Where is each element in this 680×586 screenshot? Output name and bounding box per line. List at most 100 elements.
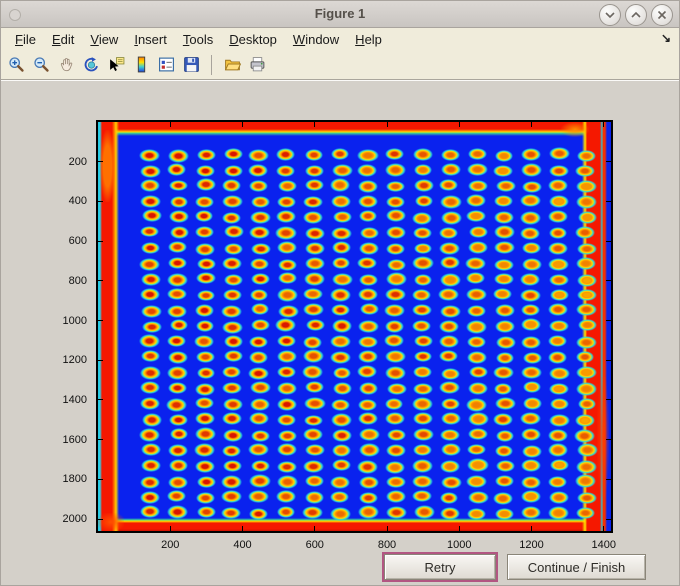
array-spot bbox=[576, 443, 598, 457]
array-spot bbox=[197, 476, 216, 488]
array-spot bbox=[384, 320, 405, 333]
array-spot bbox=[549, 491, 570, 504]
array-spot bbox=[441, 163, 462, 176]
axis-tick bbox=[242, 526, 243, 531]
zoom-in-icon[interactable] bbox=[7, 56, 25, 74]
array-spot bbox=[494, 149, 514, 162]
axis-tick bbox=[98, 240, 103, 242]
menu-item-help[interactable]: Help bbox=[355, 31, 382, 47]
array-spot bbox=[413, 334, 433, 347]
array-spot bbox=[169, 196, 189, 209]
array-spot bbox=[196, 272, 216, 285]
array-spot bbox=[167, 444, 188, 457]
array-spot bbox=[330, 226, 353, 241]
array-spot bbox=[276, 475, 299, 489]
array-spot bbox=[249, 289, 269, 302]
menu-item-window[interactable]: Window bbox=[292, 31, 340, 47]
array-spot bbox=[332, 211, 352, 224]
menu-item-file[interactable]: File bbox=[15, 31, 36, 47]
minimize-button[interactable] bbox=[599, 4, 621, 26]
array-spot bbox=[466, 209, 486, 223]
array-spot bbox=[440, 304, 462, 319]
array-spot bbox=[223, 274, 243, 287]
array-spot bbox=[385, 272, 408, 287]
array-spot bbox=[574, 429, 596, 443]
array-spot bbox=[548, 475, 568, 488]
axis-tick bbox=[606, 359, 611, 361]
array-spot bbox=[413, 428, 434, 442]
array-spot bbox=[520, 194, 541, 208]
menu-item-view[interactable]: View bbox=[90, 31, 119, 47]
titlebar[interactable]: Figure 1 bbox=[1, 1, 679, 28]
menu-item-desktop[interactable]: Desktop bbox=[229, 31, 277, 47]
array-spot bbox=[547, 506, 569, 520]
insert-legend-icon[interactable] bbox=[157, 56, 175, 74]
array-spot bbox=[250, 380, 272, 395]
axis-tick bbox=[458, 526, 460, 531]
array-spot bbox=[138, 427, 160, 442]
array-spot bbox=[439, 241, 461, 256]
array-spot bbox=[305, 474, 325, 487]
continue-finish-button[interactable]: Continue / Finish bbox=[507, 554, 646, 580]
array-spot bbox=[194, 427, 217, 441]
axis-tick bbox=[458, 122, 460, 127]
window-menu-icon[interactable] bbox=[9, 9, 21, 21]
print-icon[interactable] bbox=[248, 56, 266, 74]
array-spot bbox=[195, 350, 215, 363]
plot-image[interactable] bbox=[96, 120, 613, 533]
array-spot bbox=[574, 474, 596, 488]
array-spot bbox=[332, 429, 353, 442]
array-spot bbox=[276, 490, 296, 503]
array-spot bbox=[440, 367, 460, 380]
zoom-out-icon[interactable] bbox=[32, 56, 50, 74]
array-spot bbox=[360, 303, 379, 316]
array-spot bbox=[519, 288, 541, 303]
dock-figure-icon[interactable]: ↘ bbox=[660, 31, 671, 45]
array-spot bbox=[521, 148, 542, 161]
y-tick-label: 1800 bbox=[62, 473, 87, 486]
array-spot bbox=[251, 195, 270, 208]
array-spot bbox=[278, 429, 297, 442]
array-spot bbox=[140, 381, 160, 395]
array-spot bbox=[522, 257, 543, 271]
array-spot bbox=[221, 506, 242, 520]
menu-item-insert[interactable]: Insert bbox=[134, 31, 167, 47]
array-spot bbox=[277, 334, 296, 347]
maximize-button[interactable] bbox=[625, 4, 647, 26]
array-spot bbox=[386, 475, 406, 489]
save-icon[interactable] bbox=[182, 56, 200, 74]
array-spot bbox=[359, 382, 379, 395]
array-spot bbox=[248, 366, 269, 380]
close-icon bbox=[657, 10, 667, 20]
open-folder-icon[interactable] bbox=[223, 56, 241, 74]
array-spot bbox=[522, 180, 543, 194]
retry-button[interactable]: Retry bbox=[382, 552, 498, 582]
array-spot bbox=[247, 164, 269, 178]
array-spot bbox=[197, 506, 216, 519]
array-spot bbox=[303, 287, 324, 301]
array-spot bbox=[195, 460, 216, 474]
pan-hand-icon[interactable] bbox=[57, 56, 75, 74]
array-spot bbox=[493, 412, 514, 426]
array-spot bbox=[139, 257, 160, 272]
array-spot bbox=[441, 149, 461, 162]
array-spot bbox=[574, 414, 595, 427]
array-spot bbox=[142, 320, 162, 334]
array-spot bbox=[276, 241, 297, 255]
axis-tick bbox=[606, 320, 611, 322]
array-spot bbox=[493, 383, 513, 395]
insert-colorbar-icon[interactable] bbox=[132, 56, 150, 74]
array-spot bbox=[196, 258, 216, 271]
menubar: File Edit View Insert Tools Desktop Window Help… bbox=[1, 28, 679, 50]
data-cursor-icon[interactable] bbox=[107, 56, 125, 74]
menu-item-edit[interactable]: Edit bbox=[51, 31, 75, 47]
array-spot bbox=[412, 444, 432, 457]
array-spot bbox=[467, 458, 489, 472]
array-spot bbox=[576, 335, 597, 349]
array-spot bbox=[467, 427, 488, 441]
close-button[interactable] bbox=[651, 4, 673, 26]
rotate-3d-icon[interactable] bbox=[82, 56, 100, 74]
menu-item-tools[interactable]: Tools bbox=[182, 31, 214, 47]
array-spot bbox=[521, 427, 542, 441]
array-spot bbox=[168, 414, 188, 427]
